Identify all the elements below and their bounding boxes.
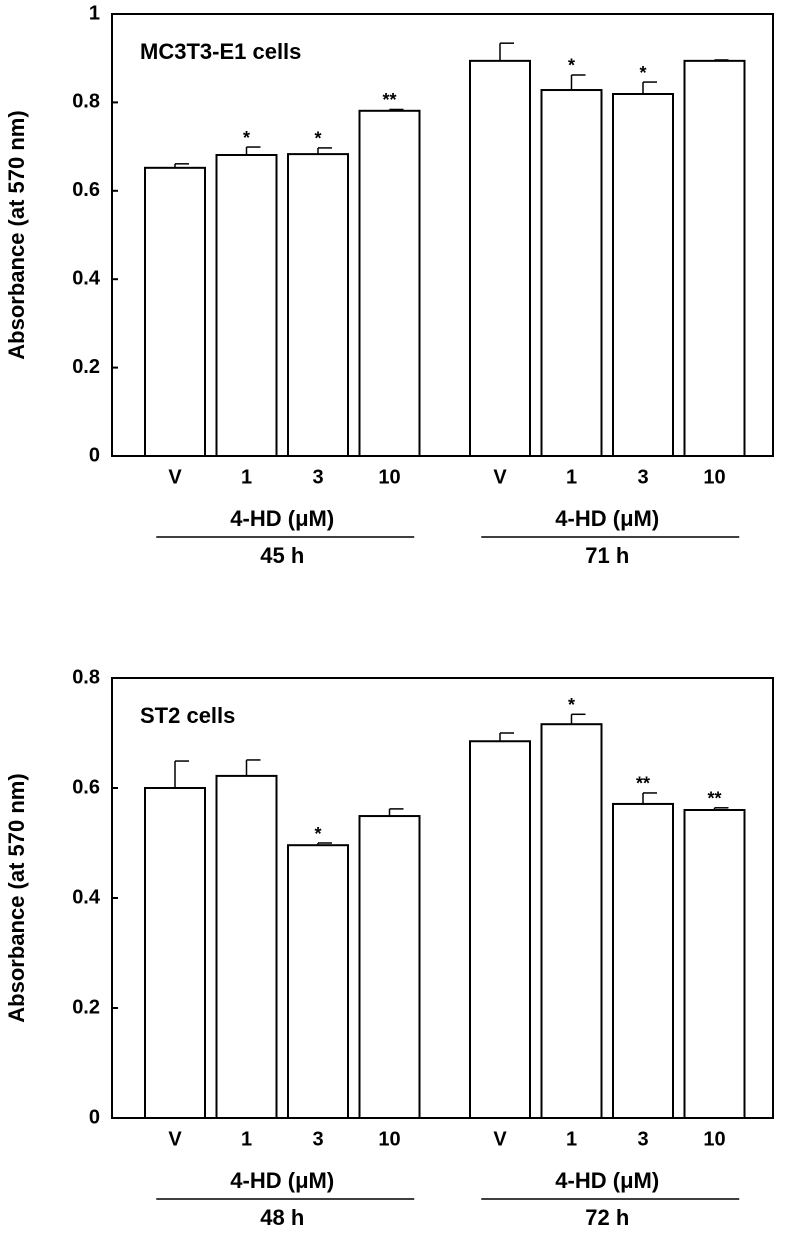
bar — [358, 815, 421, 1119]
y-tick-label: 0 — [89, 444, 100, 466]
significance-label: * — [568, 695, 575, 715]
x-axis-label: 4-HD (μM) — [230, 1168, 334, 1193]
y-tick-label: 0.8 — [72, 666, 100, 688]
bar — [215, 774, 278, 1120]
y-tick-label: 0.2 — [72, 356, 100, 378]
group-label: 48 h — [260, 1205, 304, 1230]
bar — [469, 740, 531, 1119]
x-tick-label: 1 — [241, 466, 252, 488]
y-tick-label: 0 — [89, 1106, 100, 1128]
bar — [540, 89, 603, 458]
x-tick-label: V — [168, 466, 182, 488]
y-axis-label: Absorbance (at 570 nm) — [4, 110, 29, 359]
x-tick-label: 3 — [637, 466, 648, 488]
bar — [287, 153, 349, 457]
significance-label: * — [639, 63, 646, 83]
significance-label: ** — [636, 774, 650, 794]
plot-frame — [111, 13, 774, 457]
significance-label: * — [314, 824, 321, 844]
y-tick-label: 0.4 — [72, 267, 101, 289]
x-tick-label: V — [168, 1128, 182, 1150]
bar — [469, 59, 531, 458]
x-tick-label: 3 — [637, 1128, 648, 1150]
x-tick-label: 1 — [241, 1128, 252, 1150]
x-axis-label: 4-HD (μM) — [230, 506, 334, 531]
bar — [287, 844, 349, 1119]
y-tick-label: 0.2 — [72, 996, 100, 1018]
y-tick-label: 0.8 — [72, 91, 100, 113]
bar — [683, 809, 746, 1119]
x-tick-label: 10 — [378, 1128, 400, 1150]
y-tick-label: 0.6 — [72, 179, 100, 201]
significance-label: ** — [382, 90, 396, 110]
bar — [612, 802, 674, 1119]
y-tick-label: 0.4 — [72, 886, 101, 908]
significance-label: * — [314, 129, 321, 149]
bar — [358, 109, 421, 457]
x-tick-label: 1 — [566, 466, 577, 488]
x-tick-label: V — [493, 1128, 507, 1150]
bar — [683, 59, 746, 458]
x-tick-label: 10 — [703, 466, 725, 488]
x-tick-label: 10 — [378, 466, 400, 488]
x-tick-label: 3 — [312, 466, 323, 488]
bar — [144, 166, 206, 457]
group-label: 45 h — [260, 543, 304, 568]
bar — [144, 787, 206, 1119]
significance-label: * — [243, 128, 250, 148]
y-tick-label: 0.6 — [72, 776, 100, 798]
significance-label: * — [568, 56, 575, 76]
x-tick-label: 3 — [312, 1128, 323, 1150]
group-label: 71 h — [585, 543, 629, 568]
x-tick-label: 10 — [703, 1128, 725, 1150]
bar — [215, 153, 278, 458]
bar — [540, 723, 603, 1119]
annotation: ST2 cells — [140, 703, 235, 728]
x-tick-label: 1 — [566, 1128, 577, 1150]
annotation: MC3T3-E1 cells — [140, 39, 301, 64]
bar — [612, 93, 674, 457]
significance-label: ** — [707, 789, 721, 809]
x-axis-label: 4-HD (μM) — [555, 1168, 659, 1193]
x-axis-label: 4-HD (μM) — [555, 506, 659, 531]
y-tick-label: 1 — [89, 2, 100, 24]
x-tick-label: V — [493, 466, 507, 488]
y-axis-label: Absorbance (at 570 nm) — [4, 773, 29, 1022]
group-label: 72 h — [585, 1205, 629, 1230]
